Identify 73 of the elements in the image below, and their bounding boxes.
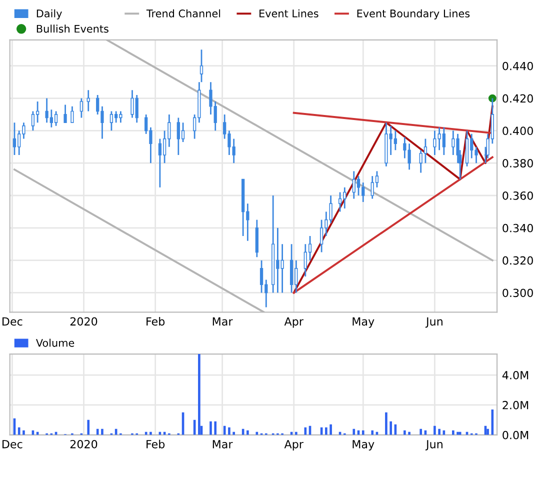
y-tick-label: 0.320 (502, 256, 533, 265)
candlestick (54, 110, 58, 127)
y-tick-label: 4.0M (502, 370, 528, 380)
y-tick-label: 2.0M (502, 400, 528, 410)
x-tick-label: Dec (2, 440, 22, 448)
bar (420, 428, 422, 435)
y-tick-label: 0.400 (502, 126, 533, 136)
x-tick-label: May (352, 440, 374, 451)
bar (18, 427, 20, 435)
candlestick (200, 48, 204, 83)
bar (390, 421, 392, 435)
bar (22, 430, 25, 435)
line-series (292, 105, 494, 294)
candlestick (338, 192, 342, 212)
y-tick-label: 0.340 (502, 224, 533, 232)
bar (362, 430, 364, 435)
y-tick-label: 0.360 (502, 191, 533, 200)
bar (87, 420, 90, 435)
bar (352, 428, 356, 435)
candlestick (86, 89, 90, 112)
bar (434, 426, 436, 435)
x-tick-label: Mar (212, 440, 233, 448)
legend-label: Trend Channel (146, 9, 220, 18)
bar (486, 428, 489, 435)
x-tick-label: May (352, 317, 374, 328)
candlestick (31, 110, 35, 132)
legend-label: Daily (36, 9, 62, 20)
y-tick-label: 0.0M (502, 430, 528, 440)
bar (371, 430, 374, 435)
candlestick (260, 260, 264, 294)
candlestick (12, 122, 16, 156)
candlestick (394, 130, 398, 151)
y-tick-label: 0.440 (502, 62, 533, 70)
bar (246, 430, 249, 435)
candlestick (36, 100, 40, 124)
x-tick-label: 2020 (70, 317, 98, 326)
y-tick-label: 0.300 (502, 288, 533, 298)
candlestick (181, 122, 185, 143)
bar (304, 427, 307, 435)
legend-label: Event Boundary Lines (357, 9, 470, 20)
candlestick (424, 138, 428, 164)
legend-label: Bullish Events (36, 24, 108, 33)
x-tick-label: Apr (284, 440, 304, 451)
bar (330, 424, 332, 435)
bar (210, 421, 212, 435)
candlestick (158, 138, 162, 188)
y-tick-label: 0.380 (502, 159, 533, 168)
candlestick (80, 98, 84, 118)
bar (325, 427, 328, 435)
bar (385, 412, 388, 435)
x-tick-label: Jun (425, 317, 442, 328)
bar (404, 430, 406, 435)
x-tick-label: Apr (284, 317, 304, 328)
x-tick-label: Feb (146, 317, 165, 326)
x-tick-label: Mar (212, 317, 233, 326)
bar (101, 428, 104, 435)
bar (214, 421, 217, 435)
candlestick (110, 110, 114, 132)
candlestick (64, 104, 67, 124)
x-tick-label: Jun (425, 440, 442, 450)
candlestick (70, 106, 74, 124)
x-tick-label: Feb (146, 440, 165, 448)
x-tick-label: Dec (2, 317, 22, 326)
y-tick-label: 0.420 (502, 94, 533, 103)
bar (452, 430, 454, 435)
candlestick (356, 175, 360, 196)
legend-label: Event Lines (260, 9, 318, 18)
legend-label: Volume (36, 338, 74, 347)
bar (96, 428, 99, 435)
bar (228, 427, 230, 435)
bar (438, 428, 440, 435)
bar (198, 354, 200, 435)
x-tick-label: 2020 (70, 440, 98, 448)
